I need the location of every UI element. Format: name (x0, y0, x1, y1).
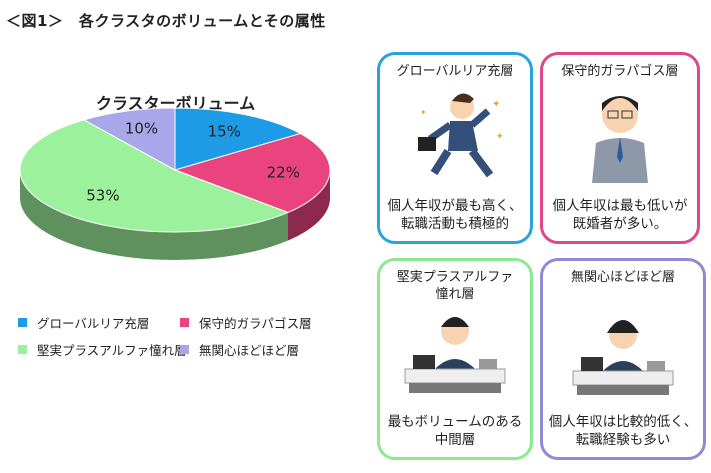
legend-swatch (180, 345, 189, 354)
desc-line: 個人年収は比較的低く、 (548, 414, 698, 430)
pie-label-2: 53% (86, 186, 119, 204)
title-line: 堅実プラスアルファ (396, 270, 514, 285)
desc-line: 転職経験も多い (575, 432, 671, 448)
card-global: グローバルリア充層 ✦ ✦ ✦ 個人年収が最も高く、 転職活動も積極的 (377, 52, 533, 244)
legend-item-3: 無関心ほどほど層 (180, 340, 299, 359)
card-description: 個人年収が最も高く、 転職活動も積極的 (380, 197, 530, 233)
legend-swatch (180, 318, 189, 327)
legend-swatch (18, 318, 27, 327)
legend-item-0: グローバルリア充層 (18, 313, 149, 332)
running-businessman-icon: ✦ ✦ ✦ (418, 93, 504, 178)
businessman-on-phone-at-desk-icon (404, 317, 506, 393)
desc-line: 既婚者が多い。 (572, 216, 668, 232)
desc-line: 個人年収は最も低いが (552, 198, 688, 214)
relaxed-man-at-desk-icon (572, 320, 674, 395)
svg-text:✦: ✦ (496, 132, 504, 142)
card-galapagos: 保守的ガラパゴス層 個人年収は最も低いが 既婚者が多い。 (540, 52, 700, 244)
card-indifferent: 無関心ほどほど層 個人年収は比較的低く、 転職経験も多い (540, 258, 706, 460)
chart-title: クラスターボリューム (96, 94, 256, 113)
card-title: 堅実プラスアルファ 憧れ層 (380, 269, 530, 303)
card-title: 保守的ガラパゴス層 (561, 64, 679, 79)
pie-chart: 15% 22% 53% 10% (19, 107, 331, 260)
desc-line: 個人年収が最も高く、 (387, 198, 523, 214)
svg-text:✦: ✦ (420, 108, 427, 117)
pie-slice-0 (174, 107, 302, 171)
figure-title: ＜図1＞ 各クラスタのボリュームとその属性 (6, 12, 326, 30)
legend-swatch (18, 345, 27, 354)
card-description: 最もボリュームのある 中間層 (380, 413, 530, 449)
legend-label: グローバルリア充層 (37, 316, 150, 331)
legend-label: 保守的ガラパゴス層 (199, 316, 312, 331)
pie-label-0: 15% (208, 122, 241, 140)
pie-slice-3 (82, 107, 176, 171)
desc-line: 最もボリュームのある (387, 414, 523, 430)
card-steady: 堅実プラスアルファ 憧れ層 最もボリュームのある 中間層 (377, 258, 533, 460)
legend-item-2: 堅実プラスアルファ憧れ層 (18, 340, 187, 359)
pie-side-1 (287, 170, 330, 241)
card-title: グローバルリア充層 (396, 64, 514, 79)
legend-label: 堅実プラスアルファ憧れ層 (37, 343, 187, 358)
desc-line: 中間層 (434, 432, 476, 448)
worker-in-uniform-icon (592, 96, 648, 183)
pie-label-1: 22% (267, 164, 300, 182)
pie-slice-1 (173, 133, 331, 213)
pie-slice-2 (19, 119, 290, 233)
legend-item-1: 保守的ガラパゴス層 (180, 313, 312, 332)
card-description: 個人年収は最も低いが 既婚者が多い。 (543, 197, 697, 233)
legend-label: 無関心ほどほど層 (199, 343, 300, 358)
svg-text:✦: ✦ (492, 99, 500, 110)
pie-label-3: 10% (125, 120, 158, 138)
card-title: 無関心ほどほど層 (570, 270, 675, 285)
title-line: 憧れ層 (435, 287, 475, 302)
pie-side-2 (20, 170, 288, 260)
desc-line: 転職活動も積極的 (401, 216, 509, 232)
card-description: 個人年収は比較的低く、 転職経験も多い (543, 413, 703, 449)
